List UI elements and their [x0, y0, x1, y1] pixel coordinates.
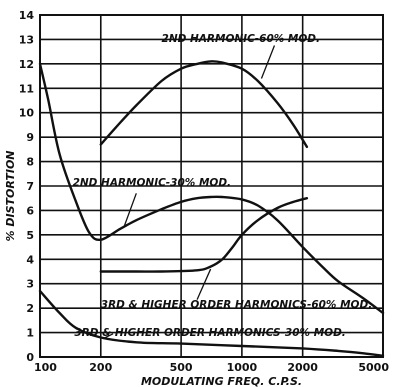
leader-arrow — [196, 268, 212, 300]
y-axis-label: % DISTORTION — [4, 151, 17, 242]
y-tick-label: 1 — [26, 327, 34, 340]
y-tick-label: 6 — [26, 204, 34, 217]
leader-arrow — [260, 45, 276, 79]
series-annotation: 2ND HARMONIC-60% MOD. — [162, 33, 320, 45]
x-tick-label: 100 — [34, 361, 57, 374]
y-tick-label: 5 — [26, 229, 34, 242]
series-line-2 — [38, 62, 385, 315]
leader-arrow — [102, 333, 114, 340]
series-annotation: 3RD & HIGHER ORDER HARMONICS-30% MOD. — [74, 327, 345, 339]
y-tick-label: 8 — [26, 156, 34, 169]
series-line-4 — [38, 289, 385, 357]
leader-arrow — [123, 193, 137, 228]
y-tick-label: 3 — [26, 278, 34, 291]
plot-frame — [39, 14, 384, 358]
curves — [38, 60, 385, 357]
series-annotation: 3RD & HIGHER ORDER HARMONICS-60% MOD. — [101, 299, 372, 311]
series-line-1 — [99, 60, 309, 149]
y-tick-label: 7 — [26, 180, 34, 193]
y-tick-label: 9 — [26, 131, 34, 144]
y-tick-label: 10 — [19, 107, 35, 120]
x-tick-label: 200 — [89, 361, 112, 374]
x-tick-label: 2000 — [287, 361, 318, 374]
y-tick-label: 2 — [26, 302, 34, 315]
series-annotation: 2ND HARMONIC-30% MOD. — [73, 177, 231, 189]
x-tick-label: 1000 — [227, 361, 258, 374]
grid — [39, 14, 384, 358]
x-tick-label: 5000 — [358, 361, 389, 374]
x-tick-label: 500 — [170, 361, 193, 374]
y-tick-label: 11 — [19, 82, 34, 95]
series-line-3 — [99, 197, 309, 273]
y-tick-label: 13 — [19, 33, 34, 46]
annotations: 2ND HARMONIC-60% MOD. 2ND HARMONIC-30% MO… — [73, 33, 372, 340]
y-tick-label: 4 — [26, 253, 34, 266]
y-tick-label: 12 — [19, 58, 34, 71]
y-tick-label: 0 — [26, 351, 34, 364]
x-axis-label: MODULATING FREQ. C.P.S. — [141, 375, 302, 387]
y-tick-label: 14 — [19, 9, 35, 22]
